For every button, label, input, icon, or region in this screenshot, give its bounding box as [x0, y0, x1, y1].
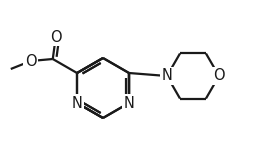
Text: O: O [213, 69, 225, 84]
Text: N: N [72, 95, 82, 111]
Text: N: N [162, 69, 172, 84]
Text: O: O [25, 53, 36, 69]
Text: O: O [50, 29, 61, 44]
Text: N: N [123, 95, 134, 111]
Text: N: N [162, 69, 172, 84]
